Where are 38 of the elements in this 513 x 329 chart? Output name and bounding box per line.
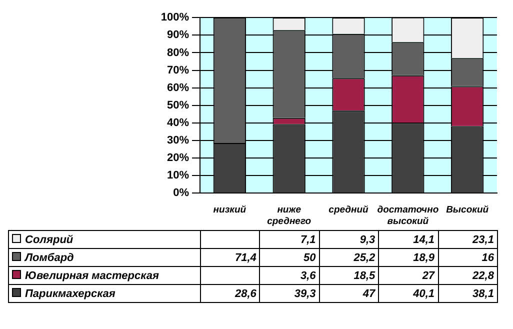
- y-tick-label: 20%: [166, 152, 190, 164]
- data-label: 27: [378, 266, 438, 284]
- data-label: 7,1: [260, 230, 320, 248]
- data-label: 16: [438, 248, 498, 266]
- x-tick-label: ниже среднего: [267, 204, 312, 227]
- y-tick-label: 70%: [166, 64, 190, 76]
- y-tick-label: 10%: [166, 170, 190, 182]
- data-label: 14,1: [378, 230, 438, 248]
- y-tick-label: 100%: [160, 12, 190, 24]
- x-tick-label: низкий: [213, 204, 246, 216]
- data-label: 22,8: [438, 266, 498, 284]
- x-tick-label: средний: [328, 204, 369, 216]
- y-tick-label: 0%: [173, 187, 190, 200]
- data-label: 50: [260, 248, 320, 266]
- y-tick-label: 80%: [166, 46, 190, 59]
- legend-label: Ювелирная мастерская: [8, 266, 200, 284]
- y-tick-label: 40%: [166, 116, 190, 129]
- data-label: 25,2: [319, 248, 379, 266]
- y-tick-label: 60%: [166, 82, 190, 94]
- legend-label: Парикмахерская: [8, 284, 200, 302]
- data-label: 23,1: [438, 230, 498, 248]
- data-label: 18,9: [378, 248, 438, 266]
- data-label: 18,5: [319, 266, 379, 284]
- data-label: 47: [319, 284, 379, 302]
- y-tick-label: 30%: [166, 134, 190, 147]
- x-tick-label: Высокий: [446, 204, 489, 216]
- data-label: 40,1: [378, 284, 438, 302]
- y-tick-label: 50%: [166, 99, 190, 112]
- data-label: 28,6: [200, 284, 260, 302]
- data-label: 71,4: [200, 248, 260, 266]
- data-label: 9,3: [319, 230, 379, 248]
- y-tick-label: 90%: [166, 29, 190, 42]
- data-label: 38,1: [438, 284, 498, 302]
- legend-label: Солярий: [8, 230, 200, 248]
- legend-label: Ломбард: [8, 248, 200, 266]
- x-tick-label: достаточно высокий: [377, 204, 439, 227]
- data-label: 3,6: [260, 266, 320, 284]
- data-label: 39,3: [260, 284, 320, 302]
